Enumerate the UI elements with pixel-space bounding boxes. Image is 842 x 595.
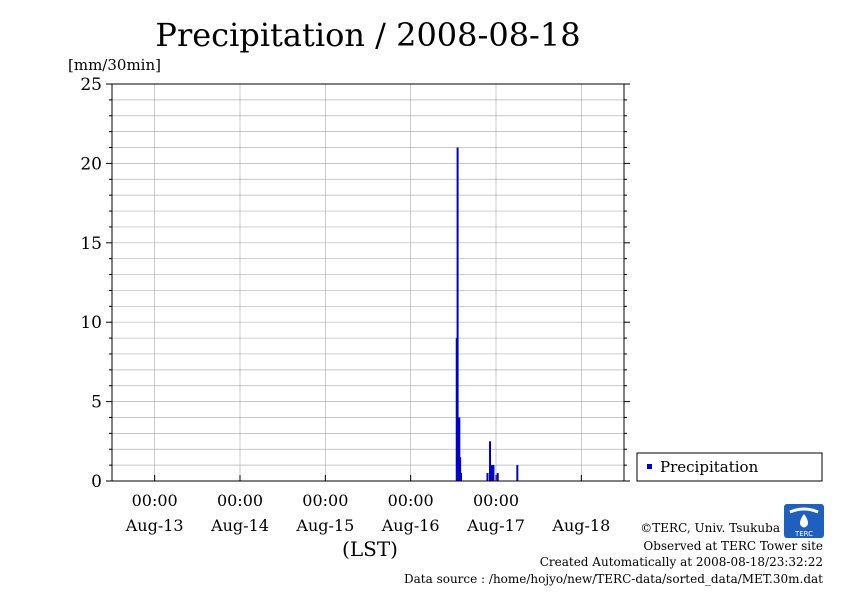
- legend-box: [636, 452, 823, 482]
- y-tick-label: 25: [80, 75, 102, 95]
- x-axis-ticks: 00:00 00:00 00:00 00:00 00:00 Aug-13 Aug-14 Aug…: [125, 475, 610, 535]
- x-date-label: Aug-13: [125, 516, 184, 535]
- x-time-label: 00:00: [302, 491, 348, 510]
- y-axis-ticks: 0 5 10 15 20 25: [80, 75, 630, 492]
- logo-drop-icon: [800, 514, 808, 528]
- y-tick-label: 20: [80, 154, 102, 174]
- x-time-label: 00:00: [473, 491, 519, 510]
- plot-frame: [111, 83, 625, 482]
- footer-created: Created Automatically at 2008-08-18/23:3…: [540, 555, 823, 569]
- logo-wave-icon: [789, 507, 819, 514]
- precip-bar: [458, 417, 461, 481]
- x-time-label: 00:00: [217, 491, 263, 510]
- precip-bar: [456, 147, 459, 481]
- grid-lines: [112, 84, 624, 481]
- legend-label: Precipitation: [660, 458, 759, 476]
- footer-observed: Observed at TERC Tower site: [643, 539, 823, 553]
- precip-bar: [496, 473, 499, 481]
- x-date-label: Aug-15: [295, 516, 354, 535]
- x-date-label: Aug-16: [381, 516, 440, 535]
- y-axis-unit-label: [mm/30min]: [68, 56, 161, 74]
- footer-copyright: ©TERC, Univ. Tsukuba: [640, 521, 780, 535]
- precip-bar: [489, 441, 492, 481]
- x-time-label: 00:00: [132, 491, 178, 510]
- bar-series: [455, 147, 519, 481]
- x-axis-label: (LST): [342, 537, 398, 561]
- precip-bar: [516, 465, 519, 481]
- x-date-label: Aug-17: [466, 516, 525, 535]
- chart-title: Precipitation / 2008-08-18: [155, 16, 580, 54]
- x-time-label: 00:00: [388, 491, 434, 510]
- legend-swatch: [647, 464, 652, 469]
- precip-bar: [460, 473, 463, 481]
- precip-bar: [492, 465, 495, 481]
- x-date-label: Aug-18: [551, 516, 610, 535]
- footer-source: Data source : /home/hojyo/new/TERC-data/…: [404, 572, 823, 586]
- y-tick-label: 0: [91, 472, 102, 492]
- logo-text: TERC: [794, 530, 813, 538]
- terc-logo: TERC: [784, 504, 824, 538]
- y-tick-label: 5: [91, 393, 102, 413]
- legend: Precipitation: [636, 452, 823, 482]
- precip-bar: [486, 473, 489, 481]
- y-tick-label: 15: [80, 234, 102, 254]
- precip-bar: [490, 465, 493, 481]
- x-date-label: Aug-14: [210, 516, 269, 535]
- y-tick-label: 10: [80, 313, 102, 333]
- precip-bar: [459, 457, 462, 481]
